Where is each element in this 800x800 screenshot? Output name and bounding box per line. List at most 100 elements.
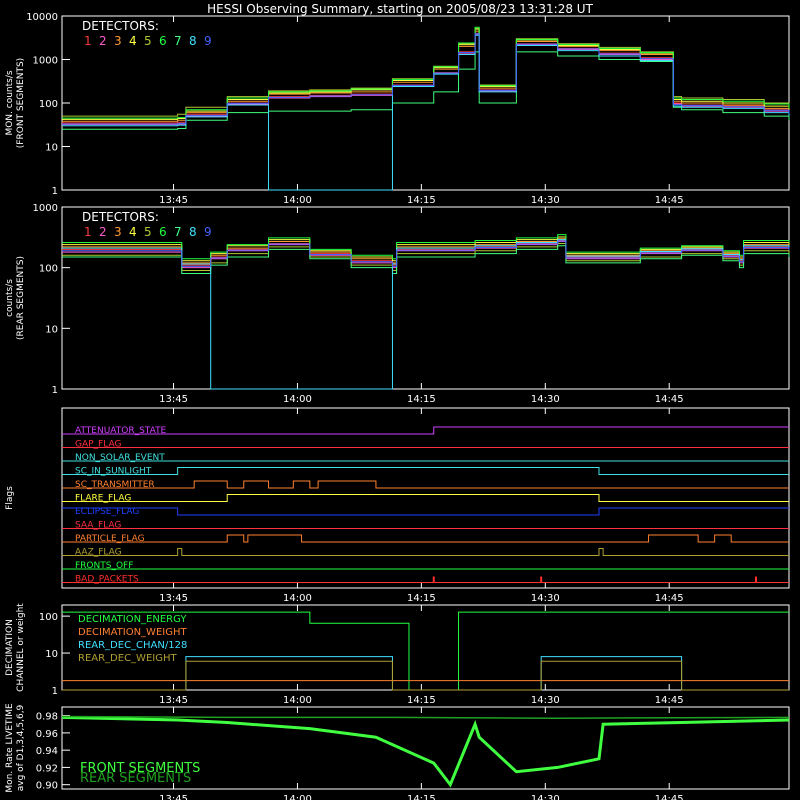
panel-0-series-9 xyxy=(62,33,790,125)
panel-4-xtick-label-14:45: 14:45 xyxy=(655,794,684,800)
panel-1-ytick-label-100: 100 xyxy=(39,264,58,275)
panel-0-ylabel-0: MON. counts/s xyxy=(5,70,15,135)
flag-line-attenuator_state xyxy=(62,426,789,435)
panel-3-ytick-label-100: 100 xyxy=(39,612,58,623)
panel-4-ytick-label-0.96: 0.96 xyxy=(36,729,58,740)
decimation-line-rear_dec_weight xyxy=(62,660,789,691)
panel-2-xtick-label-13:45: 13:45 xyxy=(159,593,188,604)
panel-3-xtick-label-13:45: 13:45 xyxy=(159,695,188,706)
decimation-legend-rear_dec_weight: REAR_DEC_WEIGHT xyxy=(78,653,177,664)
panel-1-legend-digit-7: 7 xyxy=(174,225,182,239)
panel-4-ytick-label-0.92: 0.92 xyxy=(36,763,58,774)
panel-0-legend-digit-5: 5 xyxy=(144,34,152,48)
panel-2-xtick-label-14:30: 14:30 xyxy=(531,593,560,604)
livetime-line-front-segments xyxy=(61,715,790,788)
panel-1-legend-digit-9: 9 xyxy=(204,225,212,239)
panel-1-legend-digit-1: 1 xyxy=(84,225,92,239)
panel-1-ytick-label-1000: 1000 xyxy=(33,203,58,214)
flag-line-particle_flag xyxy=(62,534,789,543)
flag-label-aaz_flag: AAZ_FLAG xyxy=(75,548,122,558)
panel-1-ylabel-0: counts/s xyxy=(5,279,15,317)
flag-label-gap_flag: GAP_FLAG xyxy=(75,440,121,450)
panel-0-legend-digit-1: 1 xyxy=(84,34,92,48)
flag-label-fronts_off: FRONTS_OFF xyxy=(75,561,133,571)
panel-1-ytick-label-1: 1 xyxy=(52,385,58,396)
panel-2-ylabel-0: Flags xyxy=(5,486,15,510)
panel-3-xtick-label-14:45: 14:45 xyxy=(655,695,684,706)
panel-0-series-3 xyxy=(62,30,790,122)
panel-1-xtick-label-13:45: 13:45 xyxy=(159,394,188,405)
panel-1-xtick-label-14:30: 14:30 xyxy=(531,394,560,405)
flag-label-flare_flag: FLARE_FLAG xyxy=(75,494,131,504)
panel-2-xtick-label-14:00: 14:00 xyxy=(283,593,312,604)
panel-0-legend-digit-6: 6 xyxy=(159,34,167,48)
panel-0-ytick-label-1000: 1000 xyxy=(33,56,58,67)
panel-1-series-2 xyxy=(62,240,790,269)
panel-0-xtick-label-13:45: 13:45 xyxy=(159,195,188,206)
panel-0-ytick-label-10000: 10000 xyxy=(26,12,58,23)
panel-0-legend-digit-8: 8 xyxy=(189,34,197,48)
panel-1-ylabel-1: (REAR SEGMENTS) xyxy=(16,256,26,340)
panel-0-legend-title: DETECTORS: xyxy=(82,19,159,33)
panel-0-ytick-label-10: 10 xyxy=(45,143,58,154)
panel-4-ytick-label-0.94: 0.94 xyxy=(36,746,58,757)
panel-1-legend-digit-2: 2 xyxy=(99,225,107,239)
decimation-line-decimation_energy xyxy=(62,611,789,691)
panel-3-ytick-label-10: 10 xyxy=(45,649,58,660)
panel-0-ytick-label-1: 1 xyxy=(52,186,58,197)
panel-4-xtick-label-13:45: 13:45 xyxy=(159,794,188,800)
panel-4-ylabel-0: Mon. Rate LIVETIME xyxy=(5,703,15,793)
panel-1-legend-title: DETECTORS: xyxy=(82,210,159,224)
panel-1-xtick-label-14:45: 14:45 xyxy=(655,394,684,405)
decimation-legend-rear_dec_chan/128: REAR_DEC_CHAN/128 xyxy=(78,640,187,651)
livetime-legend-front-segments: FRONT SEGMENTS xyxy=(80,761,200,776)
panel-4-xtick-label-14:15: 14:15 xyxy=(407,794,436,800)
panel-3-ytick-label-1: 1 xyxy=(52,686,58,697)
flag-label-attenuator_state: ATTENUATOR_STATE xyxy=(75,426,167,436)
panel-2-xtick-label-14:45: 14:45 xyxy=(655,593,684,604)
panel-0-series-6 xyxy=(62,26,790,119)
panel-4-ytick-label-0.98: 0.98 xyxy=(36,712,58,723)
panel-0-xtick-label-14:45: 14:45 xyxy=(655,195,684,206)
panel-3-xtick-label-14:00: 14:00 xyxy=(283,695,312,706)
panel-2-xtick-label-14:15: 14:15 xyxy=(407,593,436,604)
panel-1-legend-digit-8: 8 xyxy=(189,225,197,239)
panel-1-series-7 xyxy=(62,245,790,275)
panel-0-legend-digit-9: 9 xyxy=(204,34,212,48)
panel-1-legend-digit-4: 4 xyxy=(129,225,137,239)
panel-0-series-8 xyxy=(62,34,790,191)
panel-0-ytick-label-100: 100 xyxy=(39,99,58,110)
decimation-legend-decimation_energy: DECIMATION_ENERGY xyxy=(78,614,187,625)
panel-3-xtick-label-14:15: 14:15 xyxy=(407,695,436,706)
panel-0-legend-digit-3: 3 xyxy=(114,34,122,48)
panel-1-xtick-label-14:00: 14:00 xyxy=(283,394,312,405)
panel-0-series-7 xyxy=(62,51,790,130)
panel-0-legend-digit-7: 7 xyxy=(174,34,182,48)
panel-4-xtick-label-14:30: 14:30 xyxy=(531,794,560,800)
decimation-legend-decimation_weight: DECIMATION_WEIGHT xyxy=(78,627,187,638)
flag-label-particle_flag: PARTICLE_FLAG xyxy=(75,534,145,544)
flag-label-non_solar_event: NON_SOLAR_EVENT xyxy=(75,453,165,463)
flag-label-sc_in_sunlight: SC_IN_SUNLIGHT xyxy=(75,467,152,477)
panel-4-frame xyxy=(61,706,790,790)
panel-1-ytick-label-10: 10 xyxy=(45,324,58,335)
panel-3-ylabel-1: CHANNEL or weight xyxy=(16,603,26,692)
flag-line-eclipse_flag xyxy=(62,507,789,516)
panel-1-series-8 xyxy=(62,239,790,390)
panel-4-ytick-label-0.90: 0.90 xyxy=(36,781,58,792)
panel-1-xtick-label-14:15: 14:15 xyxy=(407,394,436,405)
panel-0-legend-digit-4: 4 xyxy=(129,34,137,48)
flag-line-flare_flag xyxy=(62,494,789,502)
panel-0-xtick-label-14:15: 14:15 xyxy=(407,195,436,206)
panel-1-frame xyxy=(61,206,790,390)
panel-4-xtick-label-14:00: 14:00 xyxy=(283,794,312,800)
livetime-legend-rear-segments: REAR SEGMENTS xyxy=(80,771,191,786)
flag-label-eclipse_flag: ECLIPSE_FLAG xyxy=(75,507,139,517)
panel-0-ylabel-1: (FRONT SEGMENTS) xyxy=(16,58,26,148)
panel-3-ylabel-0: DECIMATION xyxy=(5,619,15,676)
panel-3-xtick-label-14:30: 14:30 xyxy=(531,695,560,706)
panel-4-ylabel-1: avg of D1,3,4,5,6,9 xyxy=(16,704,26,791)
flag-label-saa_flag: SAA_FLAG xyxy=(75,521,121,531)
flag-label-sc_transmitter: SC_TRANSMITTER xyxy=(75,480,155,490)
panel-0-series-1 xyxy=(62,32,790,124)
